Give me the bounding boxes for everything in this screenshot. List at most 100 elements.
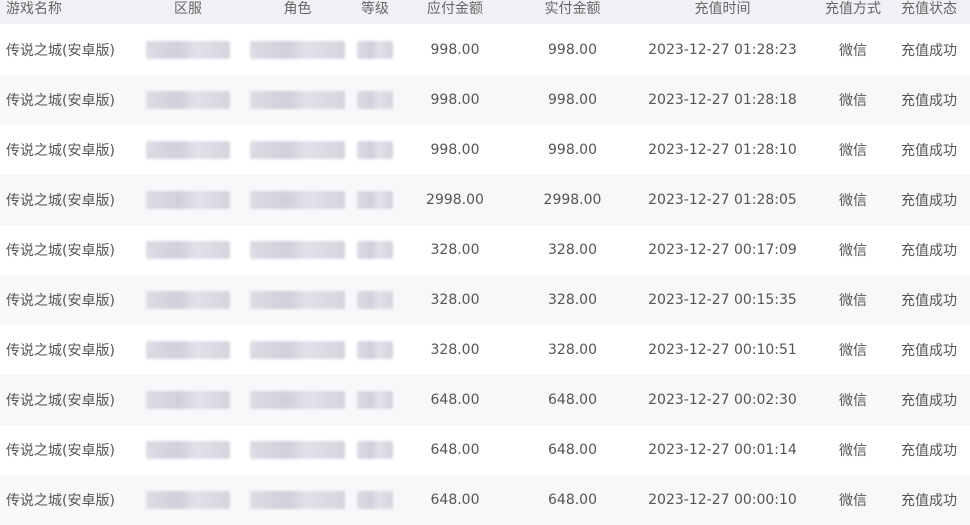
table-row[interactable]: 传说之城(安卓版) 328.00 328.00 2023-12-27 00:15:35…: [0, 275, 970, 325]
level-cell: [345, 225, 405, 275]
payable-cell: 2998.00: [426, 192, 484, 208]
redacted-block: [146, 341, 230, 359]
table-row[interactable]: 传说之城(安卓版) 648.00 648.00 2023-12-27 00:01:14…: [0, 425, 970, 475]
redacted-block: [146, 391, 230, 409]
table-row[interactable]: 传说之城(安卓版) 2998.00 2998.00 2023-12-27 01:28:…: [0, 175, 970, 225]
time-cell: 2023-12-27 01:28:05: [648, 192, 797, 208]
redacted-block: [357, 141, 393, 159]
redacted-block: [146, 141, 230, 159]
header-paid: 实付金额: [544, 1, 601, 17]
paid-cell: 998.00: [548, 42, 597, 58]
status-cell: 充值成功: [901, 243, 957, 259]
header-server: 区服: [174, 1, 202, 17]
redacted-block: [250, 491, 345, 509]
method-cell: 微信: [839, 293, 867, 309]
level-cell: [345, 375, 405, 425]
method-cell: 微信: [839, 193, 867, 209]
level-cell: [345, 175, 405, 225]
method-cell: 微信: [839, 143, 867, 159]
status-cell: 充值成功: [901, 143, 957, 159]
game-name-cell: 传说之城(安卓版): [6, 93, 115, 109]
redacted-block: [146, 241, 230, 259]
redacted-block: [357, 391, 393, 409]
role-cell: [250, 325, 345, 375]
game-name-cell: 传说之城(安卓版): [6, 243, 115, 259]
redacted-block: [146, 491, 230, 509]
status-cell: 充值成功: [901, 493, 957, 509]
redacted-block: [250, 341, 345, 359]
table-row[interactable]: 传说之城(安卓版) 998.00 998.00 2023-12-27 01:28:23…: [0, 25, 970, 75]
role-cell: [250, 25, 345, 75]
game-name-cell: 传说之城(安卓版): [6, 193, 115, 209]
payable-cell: 648.00: [430, 442, 480, 458]
redacted-block: [357, 341, 393, 359]
game-name-cell: 传说之城(安卓版): [6, 393, 115, 409]
game-name-cell: 传说之城(安卓版): [6, 143, 115, 159]
redacted-block: [357, 91, 393, 109]
redacted-block: [250, 391, 345, 409]
method-cell: 微信: [839, 493, 867, 509]
paid-cell: 648.00: [548, 442, 597, 458]
table-row[interactable]: 传说之城(安卓版) 998.00 998.00 2023-12-27 01:28:18…: [0, 75, 970, 125]
level-cell: [345, 325, 405, 375]
status-cell: 充值成功: [901, 193, 957, 209]
redacted-block: [357, 441, 393, 459]
header-game-name: 游戏名称: [6, 1, 62, 17]
payable-cell: 328.00: [430, 342, 480, 358]
server-cell: [140, 75, 236, 125]
level-cell: [345, 125, 405, 175]
server-cell: [140, 375, 236, 425]
redacted-block: [250, 91, 345, 109]
header-method: 充值方式: [825, 1, 881, 17]
redacted-block: [357, 241, 393, 259]
redacted-block: [357, 491, 393, 509]
redacted-block: [250, 191, 345, 209]
table-row[interactable]: 传说之城(安卓版) 648.00 648.00 2023-12-27 00:02:30…: [0, 375, 970, 425]
status-cell: 充值成功: [901, 93, 957, 109]
redacted-block: [250, 141, 345, 159]
game-name-cell: 传说之城(安卓版): [6, 293, 115, 309]
status-cell: 充值成功: [901, 293, 957, 309]
paid-cell: 328.00: [548, 292, 597, 308]
redacted-block: [250, 291, 345, 309]
status-cell: 充值成功: [901, 393, 957, 409]
status-cell: 充值成功: [901, 43, 957, 59]
payable-cell: 998.00: [430, 142, 480, 158]
time-cell: 2023-12-27 00:17:09: [648, 242, 797, 258]
redacted-block: [146, 441, 230, 459]
time-cell: 2023-12-27 01:28:23: [648, 42, 797, 58]
server-cell: [140, 425, 236, 475]
method-cell: 微信: [839, 43, 867, 59]
game-name-cell: 传说之城(安卓版): [6, 343, 115, 359]
role-cell: [250, 375, 345, 425]
role-cell: [250, 175, 345, 225]
table-header: 游戏名称 区服 角色 等级 应付金额 实付金额 充值时间 充值方式 充值状态: [0, 0, 970, 24]
time-cell: 2023-12-27 00:00:10: [648, 492, 797, 508]
redacted-block: [146, 91, 230, 109]
role-cell: [250, 75, 345, 125]
table-row[interactable]: 传说之城(安卓版) 328.00 328.00 2023-12-27 00:10:51…: [0, 325, 970, 375]
table-row[interactable]: 传说之城(安卓版) 648.00 648.00 2023-12-27 00:00:10…: [0, 475, 970, 525]
server-cell: [140, 475, 236, 525]
header-role: 角色: [283, 1, 312, 17]
time-cell: 2023-12-27 00:02:30: [648, 392, 797, 408]
method-cell: 微信: [839, 393, 867, 409]
redacted-block: [357, 41, 393, 59]
redacted-block: [146, 41, 230, 59]
time-cell: 2023-12-27 00:10:51: [648, 342, 797, 358]
server-cell: [140, 125, 236, 175]
method-cell: 微信: [839, 343, 867, 359]
time-cell: 2023-12-27 00:01:14: [648, 442, 797, 458]
server-cell: [140, 225, 236, 275]
method-cell: 微信: [839, 243, 867, 259]
table-row[interactable]: 传说之城(安卓版) 998.00 998.00 2023-12-27 01:28:10…: [0, 125, 970, 175]
game-name-cell: 传说之城(安卓版): [6, 493, 115, 509]
level-cell: [345, 475, 405, 525]
role-cell: [250, 475, 345, 525]
paid-cell: 2998.00: [543, 192, 602, 208]
server-cell: [140, 325, 236, 375]
table-row[interactable]: 传说之城(安卓版) 328.00 328.00 2023-12-27 00:17:09…: [0, 225, 970, 275]
game-name-cell: 传说之城(安卓版): [6, 443, 115, 459]
role-cell: [250, 125, 345, 175]
game-name-cell: 传说之城(安卓版): [6, 43, 115, 59]
